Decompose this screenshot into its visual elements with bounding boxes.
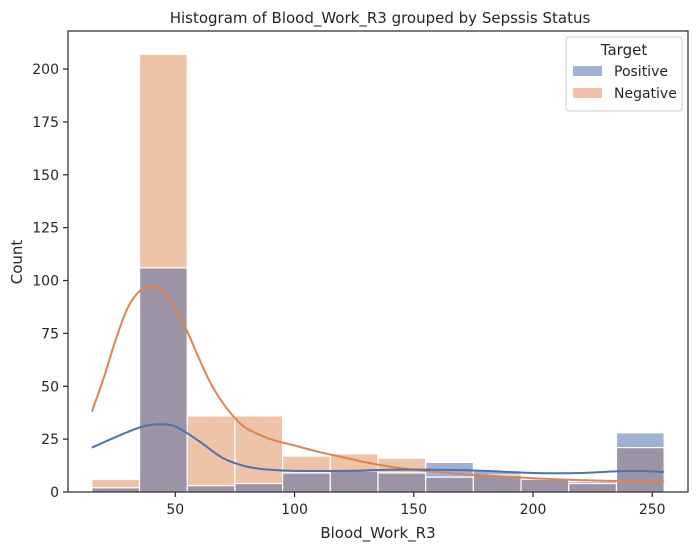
legend-swatch-positive — [573, 66, 602, 76]
y-tick-label-200: 200 — [32, 62, 59, 78]
bar-overlap-6 — [377, 472, 427, 493]
y-tick-label-150: 150 — [32, 168, 59, 184]
plot-frame — [67, 30, 689, 493]
y-tick-label-75: 75 — [41, 326, 59, 342]
bar-overlap-7 — [425, 476, 474, 493]
bar-overlap-2 — [186, 485, 236, 493]
x-tick-label-200: 200 — [520, 502, 547, 518]
legend: Target Positive Negative — [565, 36, 683, 112]
y-tick-label-125: 125 — [32, 221, 59, 237]
x-axis-ticks: 50 100 150 200 250 — [166, 492, 666, 518]
x-tick-label-50: 50 — [166, 502, 184, 518]
x-tick-label-150: 150 — [400, 502, 427, 518]
kde-line-positive — [91, 423, 665, 475]
y-tick-label-100: 100 — [32, 274, 59, 290]
bar-overlap-11 — [615, 446, 665, 493]
bar-overlap-10 — [568, 482, 618, 493]
y-axis-label: Count — [8, 240, 26, 285]
x-tick-label-100: 100 — [281, 502, 308, 518]
bar-negative-1 — [138, 53, 188, 269]
bar-negative-3 — [234, 415, 284, 485]
bars-group — [91, 53, 665, 493]
bar-positive-11 — [615, 432, 665, 449]
legend-entry-positive: Positive — [614, 64, 668, 80]
bar-overlap-4 — [282, 472, 331, 493]
y-tick-label-50: 50 — [41, 379, 59, 395]
x-axis-label: Blood_Work_R3 — [320, 524, 435, 543]
kde-line-negative — [90, 284, 665, 483]
bar-overlap-5 — [329, 470, 379, 493]
chart-title: Histogram of Blood_Work_R3 grouped by Se… — [170, 9, 591, 28]
bar-overlap-1 — [138, 267, 188, 493]
bar-overlap-0 — [91, 487, 141, 493]
bar-negative-0 — [91, 478, 141, 489]
kde-curves — [90, 284, 665, 483]
x-tick-label-250: 250 — [639, 502, 666, 518]
legend-title: Target — [600, 41, 648, 59]
y-tick-label-175: 175 — [32, 115, 59, 131]
legend-entry-negative: Negative — [614, 86, 677, 102]
y-tick-label-25: 25 — [41, 432, 59, 448]
bar-overlap-9 — [520, 478, 570, 493]
bar-overlap-3 — [234, 482, 284, 493]
legend-swatch-negative — [573, 88, 602, 98]
y-tick-label-0: 0 — [50, 485, 59, 501]
y-axis-ticks: 0 25 50 75 100 125 150 175 200 — [32, 62, 68, 501]
